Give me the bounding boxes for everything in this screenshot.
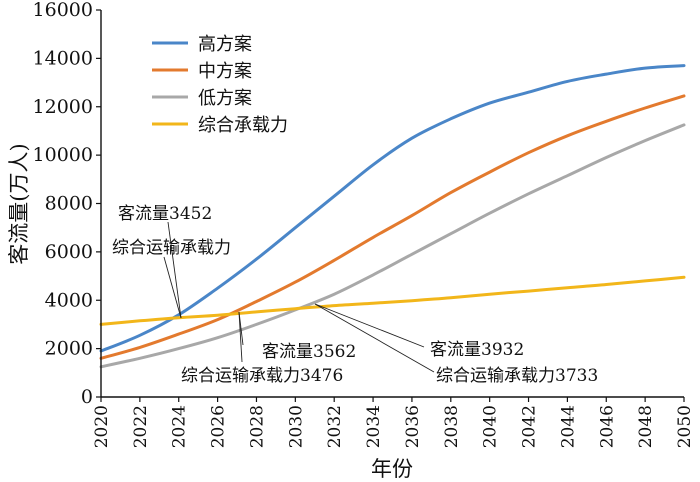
- legend: 高方案 中方案 低方案 综合承载力: [152, 34, 288, 136]
- y-tick-label: 6000: [45, 241, 93, 263]
- x-axis-title: 年份: [371, 457, 413, 481]
- y-tick-label: 14000: [33, 47, 93, 69]
- y-tick-label: 8000: [45, 193, 93, 215]
- y-axis-title: 客流量(万人): [7, 143, 31, 264]
- series-line-2: [99, 123, 686, 369]
- y-tick-label: 0: [81, 386, 93, 408]
- annotation-1-line1: 客流量3452: [118, 204, 212, 224]
- annotation-3-line2: 综合运输承载力3733: [436, 366, 598, 386]
- x-tick-label: 2034: [364, 405, 384, 448]
- leader-1-b: [163, 256, 182, 319]
- x-tick-label: 2044: [558, 405, 578, 448]
- y-tick-label: 4000: [45, 289, 93, 311]
- x-tick-label: 2028: [247, 405, 267, 448]
- x-tick-label: 2050: [675, 405, 695, 448]
- series-group: [99, 64, 686, 369]
- leader-3-b: [314, 303, 435, 373]
- legend-label-capacity: 综合承载力: [198, 115, 288, 136]
- series-line-1: [99, 94, 686, 360]
- annotation-leaders: [163, 221, 435, 373]
- y-tick-label: 2000: [45, 338, 93, 360]
- x-tick-label: 2020: [92, 405, 112, 448]
- legend-label-mid: 中方案: [198, 61, 252, 82]
- leader-2-b: [238, 311, 243, 363]
- y-tick-label: 16000: [33, 0, 93, 21]
- annotation-3-line1: 客流量3932: [430, 340, 524, 360]
- leader-1-a: [167, 221, 182, 319]
- x-tick-label: 2022: [131, 405, 151, 448]
- y-axis-ticks: 0 2000 4000 6000 8000 10000 12000 14000 16000: [33, 0, 101, 408]
- y-tick-label: 12000: [33, 96, 93, 118]
- x-tick-label: 2024: [170, 405, 190, 448]
- series-line-3: [99, 275, 686, 326]
- x-tick-label: 2038: [442, 405, 462, 448]
- x-tick-label: 2026: [209, 405, 229, 448]
- annotation-1-line2: 综合运输承载力: [112, 238, 231, 258]
- annotation-2-line1: 客流量3562: [262, 342, 356, 362]
- legend-label-low: 低方案: [198, 88, 252, 109]
- legend-label-high: 高方案: [198, 34, 252, 55]
- x-tick-label: 2048: [636, 405, 656, 448]
- x-tick-label: 2030: [286, 405, 306, 448]
- x-axis-ticks: 2020 2022 2024 2026 2028 2030 2032 2034 2036 2038…: [92, 397, 695, 448]
- x-tick-label: 2032: [325, 405, 345, 448]
- annotation-2-line2: 综合运输承载力3476: [181, 366, 343, 386]
- series-line-0: [99, 64, 686, 353]
- x-tick-label: 2040: [481, 405, 501, 448]
- x-tick-label: 2036: [403, 405, 423, 448]
- y-tick-label: 10000: [33, 144, 93, 166]
- leader-3-a: [314, 303, 425, 348]
- x-tick-label: 2046: [597, 405, 617, 448]
- x-tick-label: 2042: [520, 405, 540, 448]
